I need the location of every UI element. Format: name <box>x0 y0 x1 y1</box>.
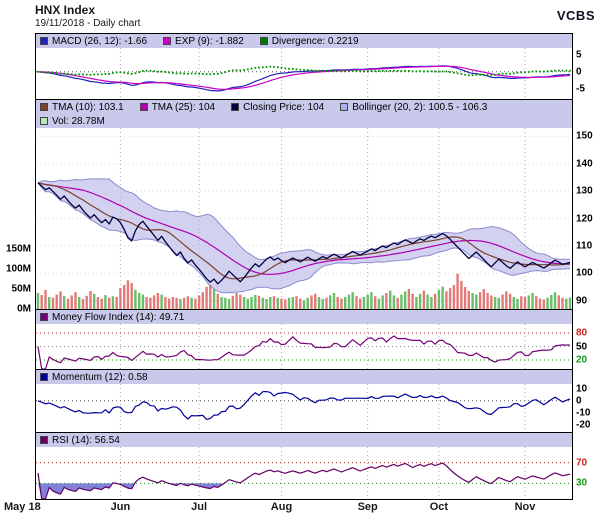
macd-legend-item: MACD (26, 12): -1.66 <box>40 36 147 47</box>
main-legend-item: Vol: 28.78M <box>40 116 105 127</box>
momentum-y-axis-tick: -10 <box>576 407 591 419</box>
macd-y-axis-tick: 0 <box>576 66 582 78</box>
price-panel: TMA (10): 103.1 TMA (25): 104 Closing Pric… <box>35 100 573 310</box>
momentum-y-axis-tick: 0 <box>576 395 582 407</box>
main-legend-item: TMA (10): 103.1 <box>40 102 124 113</box>
macd-legend-label: EXP (9): -1.882 <box>175 35 244 47</box>
volume-y-axis-tick: 150M <box>5 243 31 255</box>
mfi-y-axis-tick: 80 <box>576 327 588 339</box>
x-axis-label: Jun <box>110 501 131 513</box>
macd-legend-item: EXP (9): -1.882 <box>163 36 244 47</box>
main-legend-label: Closing Price: 104 <box>243 101 325 113</box>
mfi-y-axis-tick: 20 <box>576 354 588 366</box>
main-y-axis-tick: 140 <box>576 158 593 170</box>
macd-legend-label: Divergence: 0.2219 <box>271 35 359 47</box>
mfi-legend: Money Flow Index (14): 49.71 <box>36 310 572 324</box>
momentum-legend-label: Momentum (12): 0.58 <box>52 371 148 383</box>
mfi-legend-item: Money Flow Index (14): 49.71 <box>40 312 184 323</box>
macd-legend-marker-icon <box>40 37 48 45</box>
main-legend-row: TMA (10): 103.1 TMA (25): 104 Closing Pric… <box>36 100 572 114</box>
main-y-axis-tick: 100 <box>576 267 593 279</box>
macd-legend: MACD (26, 12): -1.66 EXP (9): -1.882 Diver… <box>36 34 572 48</box>
momentum-legend-row: Momentum (12): 0.58 <box>36 370 572 384</box>
main-legend-item: Bollinger (20, 2): 100.5 - 106.3 <box>340 102 487 113</box>
price-legend: TMA (10): 103.1 TMA (25): 104 Closing Pric… <box>36 100 572 128</box>
macd-legend-item: Divergence: 0.2219 <box>259 35 359 47</box>
x-axis-label: Jul <box>191 501 208 513</box>
main-y-axis-tick: 150 <box>576 130 593 142</box>
momentum-y-axis-tick: -20 <box>576 419 591 431</box>
main-y-axis-tick: 120 <box>576 213 593 224</box>
rsi-plot <box>36 447 572 499</box>
main-legend-label: Bollinger (20, 2): 100.5 - 106.3 <box>352 101 488 113</box>
momentum-plot <box>36 384 572 432</box>
main-legend-marker-icon <box>40 117 48 125</box>
rsi-y-axis-tick: 70 <box>576 457 588 469</box>
main-legend-marker-icon <box>40 103 48 111</box>
rsi-legend-row: RSI (14): 56.54 <box>36 433 572 447</box>
rsi-legend-item: RSI (14): 56.54 <box>40 435 120 446</box>
macd-legend-row: MACD (26, 12): -1.66 EXP (9): -1.882 Diver… <box>36 34 572 48</box>
x-axis-label: Sep <box>357 501 378 513</box>
page-title: HNX Index <box>35 3 96 17</box>
chart-subtitle: 19/11/2018 - Daily chart <box>35 18 141 29</box>
macd-y-axis-tick: -5 <box>576 83 585 95</box>
mfi-legend-marker-icon <box>40 313 48 321</box>
main-legend-label: TMA (10): 103.1 <box>52 101 124 113</box>
volume-y-axis-tick: 100M <box>5 263 31 275</box>
macd-legend-marker-icon <box>259 37 268 45</box>
rsi-panel: RSI (14): 56.54 <box>35 433 573 500</box>
main-legend-marker-icon <box>340 103 349 111</box>
momentum-legend: Momentum (12): 0.58 <box>36 370 572 384</box>
main-legend-label: TMA (25): 104 <box>151 101 216 113</box>
main-legend-label: Vol: 28.78M <box>52 115 105 127</box>
x-axis-label: Nov <box>514 501 536 513</box>
rsi-legend: RSI (14): 56.54 <box>36 433 572 447</box>
main-legend-marker-icon <box>231 103 240 111</box>
volume-y-axis-tick: 0M <box>17 303 31 315</box>
volume-y-axis-tick: 50M <box>11 283 31 295</box>
macd-legend-marker-icon <box>163 37 172 45</box>
mfi-legend-label: Money Flow Index (14): 49.71 <box>52 311 185 323</box>
macd-panel: MACD (26, 12): -1.66 EXP (9): -1.882 Diver… <box>35 33 573 100</box>
main-legend-marker-icon <box>139 103 148 111</box>
x-axis-label: May 18 <box>4 501 41 513</box>
x-axis-label: Oct <box>429 501 449 513</box>
main-legend-row: Vol: 28.78M <box>36 114 572 128</box>
momentum-legend-item: Momentum (12): 0.58 <box>40 372 148 383</box>
price-plot <box>36 128 572 309</box>
momentum-panel: Momentum (12): 0.58 <box>35 370 573 433</box>
brand-logo: VCBS <box>556 8 595 23</box>
macd-legend-label: MACD (26, 12): -1.66 <box>52 35 148 47</box>
momentum-legend-marker-icon <box>40 373 48 381</box>
mfi-plot <box>36 324 572 369</box>
main-y-axis-tick: 130 <box>576 185 593 197</box>
rsi-y-axis-tick: 30 <box>576 477 588 489</box>
macd-y-axis-tick: 5 <box>576 49 582 61</box>
momentum-y-axis-tick: 10 <box>576 383 588 395</box>
mfi-panel: Money Flow Index (14): 49.71 <box>35 310 573 370</box>
mfi-legend-row: Money Flow Index (14): 49.71 <box>36 310 572 324</box>
x-axis-label: Aug <box>270 501 293 513</box>
main-legend-item: Closing Price: 104 <box>231 102 324 113</box>
main-y-axis-tick: 110 <box>576 240 593 252</box>
main-legend-item: TMA (25): 104 <box>139 101 216 113</box>
rsi-legend-label: RSI (14): 56.54 <box>52 434 120 446</box>
mfi-y-axis-tick: 50 <box>576 341 588 352</box>
main-y-axis-tick: 90 <box>576 295 588 307</box>
header: HNX Index 19/11/2018 - Daily chart VCBS <box>0 0 603 33</box>
rsi-legend-marker-icon <box>40 436 48 444</box>
macd-plot <box>36 48 572 99</box>
